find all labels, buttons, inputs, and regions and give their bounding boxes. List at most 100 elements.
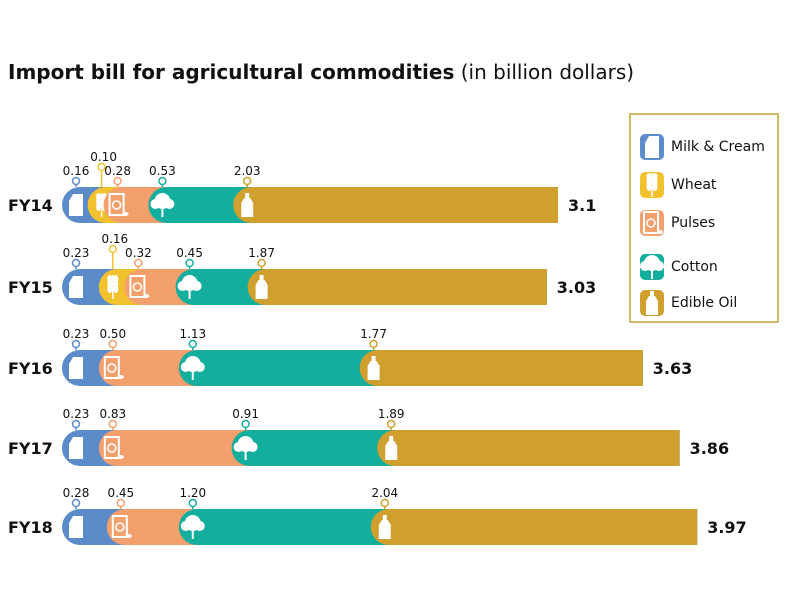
data-label: 0.10 bbox=[90, 150, 117, 164]
data-label: 0.23 bbox=[63, 407, 90, 421]
cotton-icon bbox=[180, 356, 205, 380]
legend-item-milk-cream: Milk & Cream bbox=[639, 133, 765, 161]
category-label: FY16 bbox=[8, 359, 53, 378]
oil-bottle-icon bbox=[640, 290, 664, 316]
milk-carton-icon bbox=[69, 194, 83, 216]
pin-marker bbox=[241, 419, 250, 429]
total-label: 3.86 bbox=[690, 439, 729, 458]
pin-marker bbox=[380, 498, 390, 508]
legend-item-cotton: Cotton bbox=[639, 253, 718, 281]
pulses-bag-icon bbox=[103, 356, 124, 379]
pin-marker bbox=[113, 176, 122, 186]
pin-marker bbox=[386, 419, 396, 429]
cotton-icon bbox=[233, 436, 258, 460]
pin-marker bbox=[134, 258, 143, 268]
pin-marker bbox=[257, 258, 266, 268]
legend-item-edible-oil: Edible Oil bbox=[639, 289, 737, 317]
data-label: 0.23 bbox=[63, 327, 90, 341]
data-label: 0.28 bbox=[63, 486, 90, 500]
bar-row-FY16: FY16 0.23 0.50 1.13 1.77 3.63 bbox=[8, 327, 692, 386]
legend: Milk & Cream Wheat Pulses Cotton Edible Oil bbox=[629, 113, 779, 323]
pin-marker bbox=[108, 419, 118, 429]
pulses-bag-icon bbox=[129, 275, 150, 298]
data-label: 0.50 bbox=[99, 327, 126, 341]
cotton-icon bbox=[177, 275, 202, 299]
pin-marker bbox=[97, 162, 106, 172]
bar-segment-edible-oil bbox=[370, 509, 698, 545]
wheat-icon bbox=[107, 275, 119, 299]
pin-marker bbox=[71, 339, 81, 349]
category-label: FY14 bbox=[8, 196, 53, 215]
milk-carton-icon bbox=[640, 134, 664, 160]
pin-marker bbox=[108, 244, 118, 254]
legend-label: Cotton bbox=[671, 259, 718, 275]
pin-marker bbox=[71, 498, 81, 508]
data-label: 0.16 bbox=[101, 232, 128, 246]
legend-label: Milk & Cream bbox=[671, 139, 765, 155]
category-label: FY18 bbox=[8, 518, 53, 537]
milk-carton-icon bbox=[69, 437, 83, 459]
chart-title: Import bill for agricultural commodities… bbox=[8, 60, 634, 84]
data-label: 2.04 bbox=[371, 486, 398, 500]
bar-segment-edible-oil bbox=[233, 187, 558, 223]
data-label: 0.16 bbox=[63, 164, 90, 178]
legend-item-wheat: Wheat bbox=[639, 171, 716, 199]
category-label: FY15 bbox=[8, 278, 53, 297]
data-label: 0.83 bbox=[99, 407, 126, 421]
data-label: 1.20 bbox=[179, 486, 206, 500]
cotton-icon bbox=[180, 515, 205, 539]
legend-label: Pulses bbox=[671, 215, 716, 231]
milk-carton-icon bbox=[69, 357, 83, 379]
total-label: 3.63 bbox=[653, 359, 692, 378]
data-label: 0.23 bbox=[63, 246, 90, 260]
legend-label: Wheat bbox=[671, 177, 717, 193]
total-label: 3.1 bbox=[568, 196, 596, 215]
data-label: 0.53 bbox=[149, 164, 176, 178]
pin-marker bbox=[108, 339, 118, 349]
pin-marker bbox=[242, 176, 252, 186]
legend-label: Edible Oil bbox=[671, 295, 738, 311]
data-label: 0.91 bbox=[232, 407, 259, 421]
oil-bottle-icon bbox=[241, 193, 254, 217]
data-label: 2.03 bbox=[234, 164, 261, 178]
data-label: 1.13 bbox=[179, 327, 206, 341]
pulses-bag-icon bbox=[111, 515, 132, 538]
cotton-icon bbox=[150, 193, 175, 217]
pin-marker bbox=[369, 339, 378, 349]
oil-bottle-icon bbox=[385, 436, 398, 460]
bar-segment-edible-oil bbox=[247, 269, 547, 305]
pulses-bag-icon bbox=[640, 210, 664, 236]
wheat-icon bbox=[640, 172, 664, 198]
cotton-icon bbox=[640, 254, 664, 280]
pin-marker bbox=[71, 176, 81, 186]
oil-bottle-icon bbox=[378, 515, 391, 539]
total-label: 3.97 bbox=[707, 518, 746, 537]
data-label: 1.87 bbox=[248, 246, 275, 260]
pulses-bag-icon bbox=[108, 193, 129, 216]
data-label: 1.89 bbox=[378, 407, 405, 421]
title-sub: (in billion dollars) bbox=[460, 60, 635, 84]
title-main: Import bill for agricultural commodities bbox=[8, 60, 455, 84]
data-label: 1.77 bbox=[360, 327, 387, 341]
pulses-bag-icon bbox=[103, 436, 124, 459]
data-label: 0.32 bbox=[125, 246, 152, 260]
oil-bottle-icon bbox=[367, 356, 380, 380]
pin-marker bbox=[185, 258, 194, 268]
pin-marker bbox=[188, 339, 198, 349]
bar-row-FY14: FY14 0.160.100.28 0.53 2.03 3.1 bbox=[8, 150, 596, 223]
bar-segment-edible-oil bbox=[359, 350, 643, 386]
oil-bottle-icon bbox=[255, 275, 268, 299]
pin-marker bbox=[188, 498, 198, 508]
bar-row-FY17: FY17 0.23 0.83 0.91 1.89 3.86 bbox=[8, 407, 729, 466]
total-label: 3.03 bbox=[557, 278, 596, 297]
pin-marker bbox=[71, 419, 81, 429]
bar-segment-edible-oil bbox=[377, 430, 680, 466]
pin-marker bbox=[116, 498, 126, 508]
bar-row-FY18: FY18 0.28 0.45 1.20 2.04 3.97 bbox=[8, 486, 747, 545]
bar-row-FY15: FY15 0.23 0.160.32 0.45 1.87 3.03 bbox=[8, 232, 596, 305]
data-label: 0.45 bbox=[107, 486, 134, 500]
pin-marker bbox=[158, 176, 167, 186]
legend-item-pulses: Pulses bbox=[639, 209, 715, 237]
